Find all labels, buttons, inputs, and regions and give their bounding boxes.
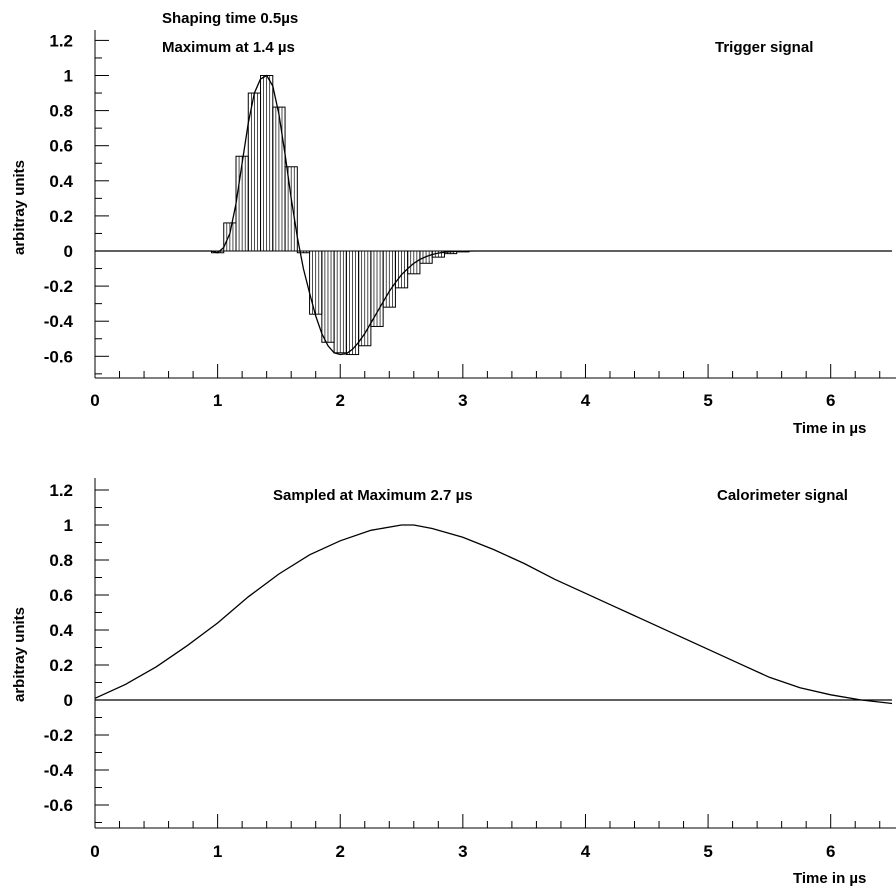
x-tick-labels: 0 1 2 3 4 5 6	[90, 842, 835, 861]
maximum-annotation: Maximum at 1.4 µs	[162, 39, 295, 56]
y-tick-label: 0.2	[49, 656, 73, 675]
x-tick-label: 4	[581, 391, 591, 410]
y-tick-label: 0.4	[49, 621, 73, 640]
axes	[94, 478, 896, 829]
y-tick-label: 0	[64, 691, 73, 710]
y-tick-label: 0.2	[49, 207, 73, 226]
y-tick-label: 0.4	[49, 172, 73, 191]
axes	[94, 30, 896, 379]
y-tick-labels: 1.2 1 0.8 0.6 0.4 0.2 0 -0.2 -0.4 -0.6	[44, 481, 74, 815]
x-axis-title: Time in µs	[793, 420, 866, 437]
y-axis-title: arbitray units	[11, 160, 28, 255]
y-tick-label: -0.4	[44, 761, 74, 780]
y-tick-label: -0.2	[44, 277, 73, 296]
x-tick-label: 0	[90, 391, 99, 410]
y-tick-label: 0.8	[49, 551, 73, 570]
signal-curve	[95, 74, 892, 356]
shaping-time-annotation: Shaping time 0.5µs	[162, 10, 298, 27]
y-tick-label: -0.6	[44, 796, 73, 815]
x-tick-label: 2	[335, 842, 344, 861]
y-tick-label: 1	[64, 67, 73, 86]
plot-marks	[94, 524, 893, 705]
x-tick-label: 6	[826, 391, 835, 410]
x-tick-label: 1	[213, 842, 222, 861]
y-axis-title: arbitray units	[11, 607, 28, 702]
trigger-signal-panel: 1.2 1 0.8 0.6 0.4 0.2 0 -0.2 -0.4 -0.6 0 1 2 3 4 5 6 Sh…	[11, 10, 896, 437]
x-tick-label: 1	[213, 391, 222, 410]
y-tick-labels: 1.2 1 0.8 0.6 0.4 0.2 0 -0.2 -0.4 -0.6	[44, 31, 74, 366]
x-tick-label: 4	[581, 842, 591, 861]
y-tick-label: 0.8	[49, 102, 73, 121]
y-tick-label: 1.2	[49, 481, 73, 500]
x-tick-label: 5	[703, 391, 712, 410]
plot-marks	[95, 74, 892, 356]
x-tick-label: 5	[703, 842, 712, 861]
x-tick-labels: 0 1 2 3 4 5 6	[90, 391, 835, 410]
x-tick-label: 0	[90, 842, 99, 861]
y-tick-label: 1.2	[49, 31, 73, 50]
signal-curve	[94, 524, 893, 705]
y-tick-label: 0.6	[49, 137, 73, 156]
x-axis-title: Time in µs	[793, 870, 866, 887]
calorimeter-signal-label: Calorimeter signal	[717, 487, 848, 504]
sampled-at-maximum-annotation: Sampled at Maximum 2.7 µs	[273, 487, 473, 504]
y-tick-label: 0	[64, 242, 73, 261]
x-tick-label: 3	[458, 842, 467, 861]
x-tick-label: 2	[335, 391, 344, 410]
y-tick-label: -0.2	[44, 726, 73, 745]
y-tick-label: -0.4	[44, 312, 74, 331]
y-tick-label: 0.6	[49, 586, 73, 605]
trigger-signal-label: Trigger signal	[715, 39, 813, 56]
x-tick-label: 6	[826, 842, 835, 861]
y-tick-label: -0.6	[44, 347, 73, 366]
y-tick-label: 1	[64, 516, 73, 535]
x-tick-label: 3	[458, 391, 467, 410]
calorimeter-signal-panel: 1.2 1 0.8 0.6 0.4 0.2 0 -0.2 -0.4 -0.6 0 1 2 3 4 5 6 Sa…	[11, 478, 896, 887]
